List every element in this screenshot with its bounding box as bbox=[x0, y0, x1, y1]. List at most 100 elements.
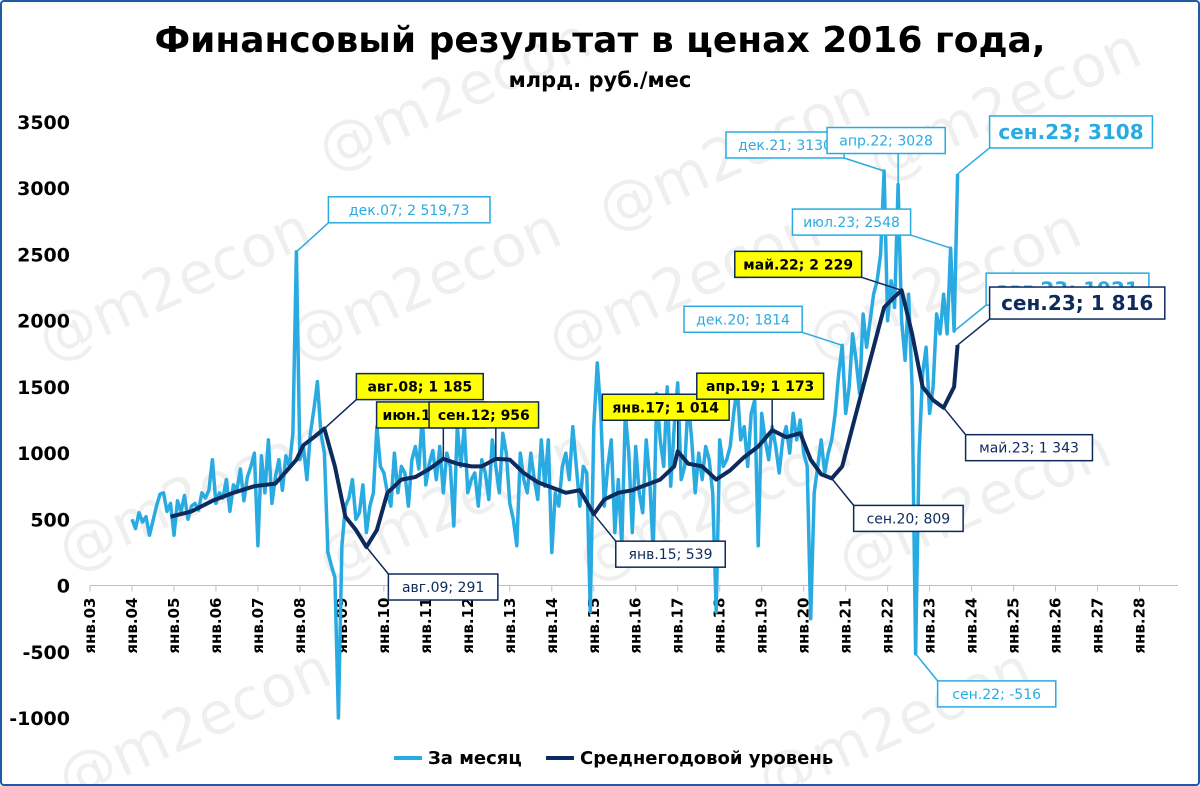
callout-box bbox=[601, 393, 730, 422]
callout-box bbox=[734, 250, 863, 279]
callout-label: авг.08; 1 185 bbox=[367, 380, 472, 396]
callout-leader bbox=[295, 222, 329, 253]
annotation-callout: янв.15; 539 bbox=[593, 513, 726, 568]
callout-box bbox=[327, 196, 491, 224]
callout-label: сен.23; 1 816 bbox=[1001, 291, 1153, 315]
legend-label-monthly: За месяц bbox=[428, 748, 522, 769]
x-tick-label: янв.14 bbox=[543, 598, 561, 654]
x-tick-label: янв.22 bbox=[879, 598, 897, 654]
callout-leader bbox=[915, 653, 939, 682]
callout-box bbox=[852, 504, 964, 533]
x-tick-label: янв.17 bbox=[669, 598, 687, 654]
x-tick-label: янв.27 bbox=[1089, 598, 1107, 654]
callout-leader bbox=[831, 477, 855, 506]
x-tick-label: янв.19 bbox=[753, 598, 771, 654]
y-tick-label: 500 bbox=[30, 509, 70, 531]
callout-label: июл.23; 2548 bbox=[803, 215, 900, 231]
callout-label: апр.19; 1 173 bbox=[706, 379, 814, 395]
x-tick-label: янв.04 bbox=[123, 598, 141, 654]
y-tick-label: 0 bbox=[57, 576, 70, 598]
watermark-text: @m2econ bbox=[47, 403, 341, 584]
callout-label: янв.17; 1 014 bbox=[612, 400, 719, 416]
x-tick-label: янв.28 bbox=[1131, 598, 1149, 654]
callout-label: янв.15; 539 bbox=[629, 547, 713, 563]
x-tick-label: янв.11 bbox=[417, 598, 435, 654]
y-tick-label: 3500 bbox=[17, 112, 70, 134]
annotation-callout: сен.12; 956 bbox=[428, 401, 540, 459]
axes-layer: -1000 -500 0 500 1000 1500 2000 2500 3000 3500 янв… bbox=[9, 112, 1178, 730]
x-tick-label: янв.18 bbox=[711, 598, 729, 654]
x-tick-label: янв.24 bbox=[963, 598, 981, 654]
callout-leader bbox=[910, 234, 951, 249]
callout-label: сен.20; 809 bbox=[867, 511, 951, 527]
callout-label: дек.21; 3130 bbox=[738, 138, 832, 154]
callout-label: дек.20; 1814 bbox=[696, 312, 790, 328]
annotation-callout: сен.22; -516 bbox=[915, 653, 1057, 708]
annotation-callout: авг.08; 1 185 bbox=[323, 372, 484, 430]
callout-box bbox=[696, 372, 825, 400]
callout-label: авг.09; 291 bbox=[402, 580, 484, 596]
x-tick-label: янв.21 bbox=[837, 598, 855, 654]
series-line-annual-average bbox=[170, 288, 960, 549]
y-tick-label: 1000 bbox=[17, 443, 70, 465]
watermark-text: @m2econ bbox=[27, 193, 321, 374]
x-tick-label: янв.15 bbox=[585, 598, 603, 654]
annotation-callout: сен.23; 3108 bbox=[957, 115, 1154, 175]
x-tick-label: янв.23 bbox=[921, 598, 939, 654]
watermark-layer: @m2econ@m2econ@m2econ@m2econ@m2econ@m2ec… bbox=[27, 3, 1151, 784]
watermark-text: @m2econ bbox=[47, 633, 341, 784]
callout-leader bbox=[593, 513, 617, 542]
series-layer bbox=[130, 169, 960, 720]
annotation-callout: авг.09; 291 bbox=[365, 546, 499, 601]
x-tick-label: янв.25 bbox=[1005, 598, 1023, 654]
y-tick-label: 2000 bbox=[17, 311, 70, 333]
legend-label-annual-average: Среднегодовой уровень bbox=[580, 748, 833, 769]
callout-leader bbox=[861, 276, 902, 292]
annotation-callout: дек.07; 2 519,73 bbox=[295, 196, 491, 253]
callout-box bbox=[615, 540, 726, 568]
watermark-text: @m2econ bbox=[307, 3, 601, 184]
callout-leader bbox=[365, 546, 389, 575]
callout-box bbox=[791, 208, 912, 236]
callout-box bbox=[355, 372, 484, 401]
callout-leader bbox=[323, 399, 357, 430]
annotation-callout: сен.23; 1 816 bbox=[957, 286, 1166, 346]
x-tick-label: янв.20 bbox=[795, 598, 813, 654]
callout-leader bbox=[957, 147, 991, 175]
callout-leader bbox=[943, 407, 967, 436]
callout-label: сен.12; 956 bbox=[438, 408, 530, 424]
annotation-callout: дек.20; 1814 bbox=[683, 305, 843, 347]
y-tick-label: -1000 bbox=[9, 708, 70, 730]
y-tick-label: 3000 bbox=[17, 178, 70, 200]
annotation-callout: апр.19; 1 173 bbox=[696, 372, 825, 431]
annotation-callout: сен.20; 809 bbox=[831, 477, 964, 533]
watermark-text: @m2econ bbox=[537, 193, 831, 374]
x-tick-label: янв.03 bbox=[81, 598, 99, 654]
x-tick-label: янв.12 bbox=[459, 598, 477, 654]
x-tick-label: янв.13 bbox=[501, 598, 519, 654]
annotation-callout: май.22; 2 229 bbox=[734, 250, 902, 292]
callout-box bbox=[936, 680, 1057, 708]
callout-box bbox=[988, 115, 1154, 149]
callout-leader bbox=[957, 318, 991, 346]
callout-leader bbox=[801, 331, 843, 347]
annotations-layer: дек.07; 2 519,73 авг.08; 1 185 авг.09; 291… bbox=[295, 115, 1166, 708]
callout-box bbox=[988, 286, 1166, 320]
x-tick-label: янв.26 bbox=[1047, 598, 1065, 654]
annotation-callout: апр.22; 3028 bbox=[826, 126, 946, 185]
callout-label: апр.22; 3028 bbox=[839, 134, 933, 150]
legend: За месяц Среднегодовой уровень bbox=[394, 748, 833, 769]
callout-box bbox=[387, 573, 499, 601]
callout-box bbox=[683, 305, 803, 334]
x-tick-label: янв.06 bbox=[207, 598, 225, 654]
x-tick-label: янв.16 bbox=[627, 598, 645, 654]
x-tick-label: янв.08 bbox=[291, 598, 309, 654]
callout-label: май.22; 2 229 bbox=[743, 257, 853, 273]
callout-label: сен.22; -516 bbox=[952, 687, 1041, 703]
callout-leader bbox=[843, 157, 885, 172]
annotation-callout: май.23; 1 343 bbox=[943, 407, 1094, 462]
y-tick-label: 1500 bbox=[17, 377, 70, 399]
callout-leader bbox=[953, 304, 987, 332]
